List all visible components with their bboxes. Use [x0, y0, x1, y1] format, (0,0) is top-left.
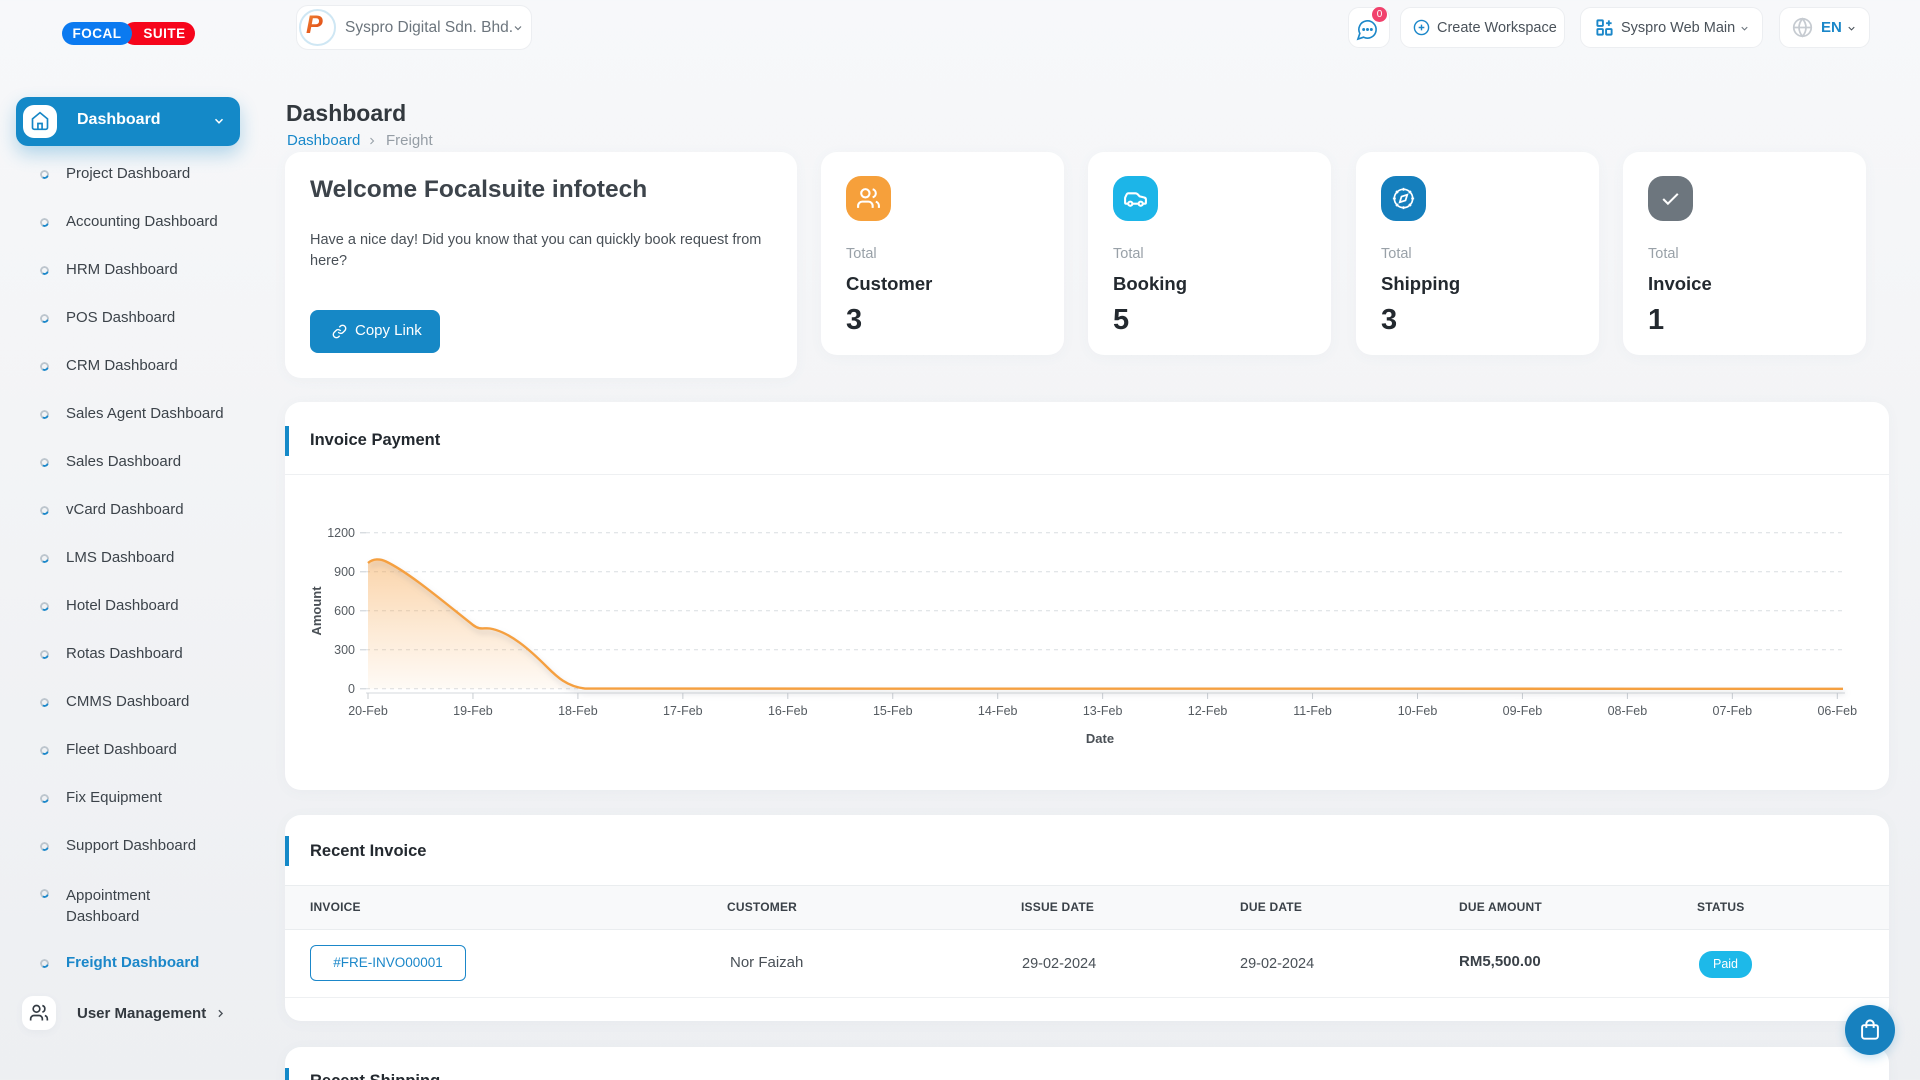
svg-text:0: 0	[348, 682, 355, 696]
svg-text:14-Feb: 14-Feb	[978, 704, 1018, 718]
svg-text:600: 600	[334, 604, 355, 618]
svg-text:16-Feb: 16-Feb	[768, 704, 808, 718]
svg-text:Date: Date	[1086, 731, 1114, 746]
svg-text:06-Feb: 06-Feb	[1817, 704, 1857, 718]
svg-text:12-Feb: 12-Feb	[1188, 704, 1228, 718]
svg-text:11-Feb: 11-Feb	[1293, 704, 1332, 718]
svg-text:300: 300	[334, 643, 355, 657]
svg-text:15-Feb: 15-Feb	[873, 704, 913, 718]
svg-text:18-Feb: 18-Feb	[558, 704, 598, 718]
svg-text:900: 900	[334, 565, 355, 579]
svg-text:19-Feb: 19-Feb	[453, 704, 493, 718]
svg-text:10-Feb: 10-Feb	[1398, 704, 1438, 718]
svg-text:Amount: Amount	[309, 586, 324, 636]
svg-text:09-Feb: 09-Feb	[1503, 704, 1543, 718]
svg-text:13-Feb: 13-Feb	[1083, 704, 1123, 718]
svg-text:20-Feb: 20-Feb	[348, 704, 388, 718]
svg-text:17-Feb: 17-Feb	[663, 704, 703, 718]
svg-text:1200: 1200	[327, 526, 355, 540]
svg-text:07-Feb: 07-Feb	[1713, 704, 1753, 718]
svg-text:08-Feb: 08-Feb	[1608, 704, 1648, 718]
